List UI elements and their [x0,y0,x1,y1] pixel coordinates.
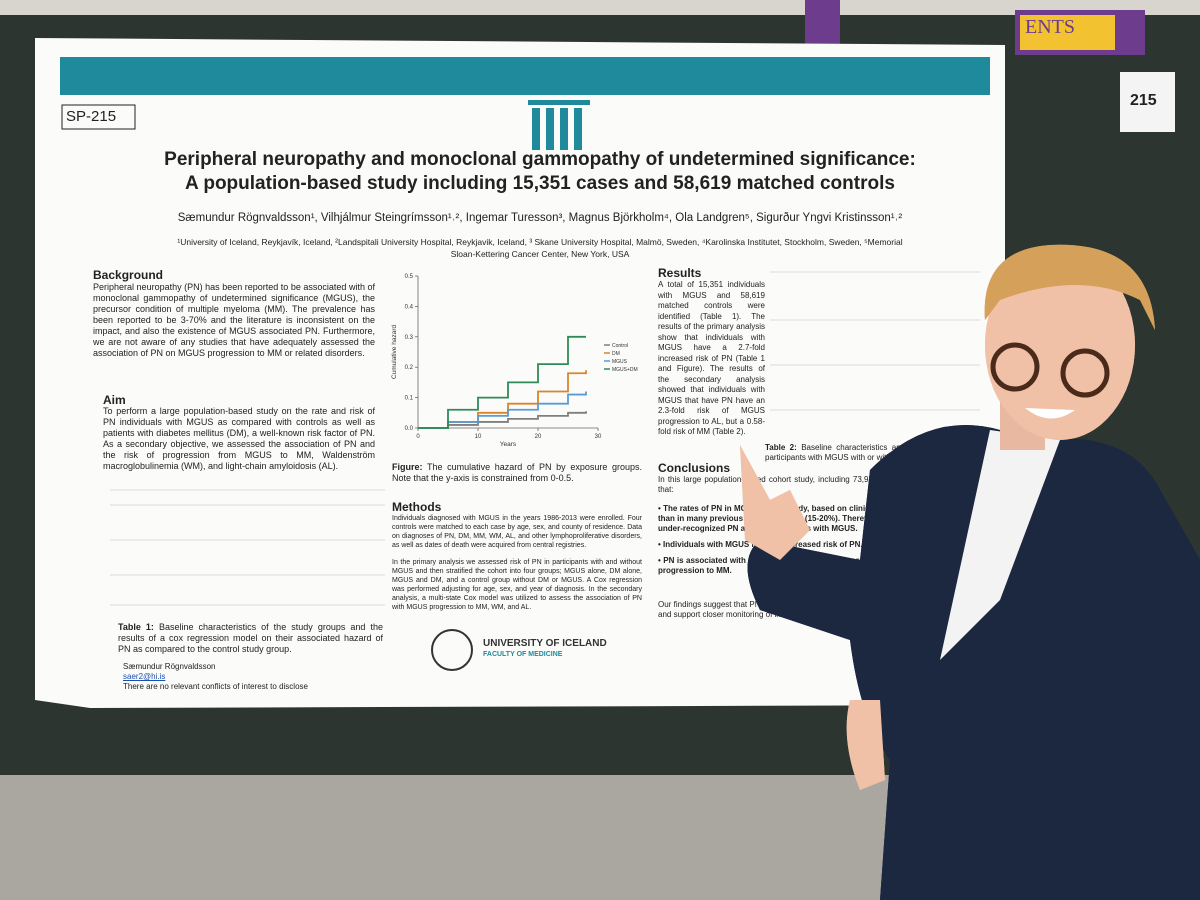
poster-title: Peripheral neuropathy and monoclonal gam… [90,148,990,196]
y-tick-label: 0.0 [405,426,414,432]
chart: 0.0 0.1 0.2 0.3 0.4 0.5 0 10 20 30 Years Cumulative… [391,274,638,448]
section-text: Peripheral neuropathy (PN) has been repo… [93,282,375,358]
board-number: 215 [1130,92,1157,109]
caption-text: Baseline characteristics of the study gr… [118,622,383,654]
y-tick-label: 0.5 [405,274,414,280]
university-name: UNIVERSITY OF ICELAND [483,638,607,649]
board-number-card [1120,72,1175,132]
section-heading: Results [658,266,702,280]
table-caption: Table 2: Baseline characteristics and pr… [765,443,965,463]
section-text: Individuals diagnosed with MGUS in the y… [392,514,642,612]
x-tick-label: 30 [595,434,602,440]
event-sign-text: ENTS [1025,16,1075,38]
y-tick-label: 0.1 [405,396,414,402]
y-tick-label: 0.3 [405,335,414,341]
table-1 [110,489,385,606]
section-text: Our findings suggest that PN in MGUS mig… [658,600,958,619]
legend-label: MGUS [612,359,628,365]
bullet: • PN is associated with a 2.3-fold risk … [658,556,958,575]
legend-label: MGUS+DM [612,367,638,373]
title-line: Peripheral neuropathy and monoclonal gam… [164,149,916,170]
poster-id: SP-215 [66,108,117,125]
title-line: A population-based study including 15,35… [185,173,895,194]
table-2 [770,271,980,411]
section-heading: Conclusions [658,461,731,475]
section-heading: Aim [103,393,126,407]
logo-column [546,108,554,150]
y-axis-label: Cumulative hazard [391,325,398,380]
logo-bar [528,100,590,105]
series-line [418,335,586,429]
banner [60,57,990,95]
poster-id-box [61,104,136,130]
conclusion-bullets: • The rates of PN in MGUS in this study,… [658,504,958,576]
section-text: To perform a large population-based stud… [103,406,375,471]
section-heading: Methods [392,500,442,514]
caption-text: The cumulative hazard of PN by exposure … [392,462,642,483]
section-text: In this large population-based cohort st… [658,475,958,494]
disclosure: There are no relevant conflicts of inter… [123,682,308,691]
x-axis-label: Years [500,441,517,448]
contact-email: saer2@hi.is [123,672,166,681]
section-heading: Background [93,268,164,282]
logo-column [560,108,568,150]
paragraph: Individuals diagnosed with MGUS in the y… [392,515,642,549]
legend-label: Control [612,343,628,349]
authors: Sæmundur Rögnvaldsson¹, Vilhjálmur Stein… [177,212,903,224]
caption-label: Table 1: [118,622,154,632]
caption-label: Figure: [392,462,423,472]
legend-label: DM [612,351,620,357]
bullet: • The rates of PN in MGUS in this study,… [658,504,958,533]
paragraph: In the primary analysis we assessed risk… [392,559,642,611]
figure-caption: Figure: The cumulative hazard of PN by e… [392,462,642,484]
sign-post [805,0,840,45]
event-sign-panel [1020,15,1115,50]
contact: Sæmundur Rögnvaldsson saer2@hi.is There … [123,662,308,692]
y-tick-label: 0.4 [405,304,414,310]
x-tick-label: 10 [475,434,482,440]
affiliations: ¹University of Iceland, Reykjavík, Icela… [177,237,903,259]
logo-column [532,108,540,150]
logo-column [574,108,582,150]
table-caption: Table 1: Baseline characteristics of the… [118,622,383,655]
x-tick-label: 20 [535,434,542,440]
university-seal [431,629,473,671]
contact-name: Sæmundur Rögnvaldsson [123,662,216,671]
x-tick-label: 0 [416,434,420,440]
caption-label: Table 2: [765,443,797,452]
university-faculty: FACULTY OF MEDICINE [483,651,563,658]
logo [528,100,590,150]
y-tick-label: 0.2 [405,365,414,371]
bullet: • Individuals with MGUS have an increase… [658,540,863,549]
section-text: A total of 15,351 individuals with MGUS … [658,280,765,436]
